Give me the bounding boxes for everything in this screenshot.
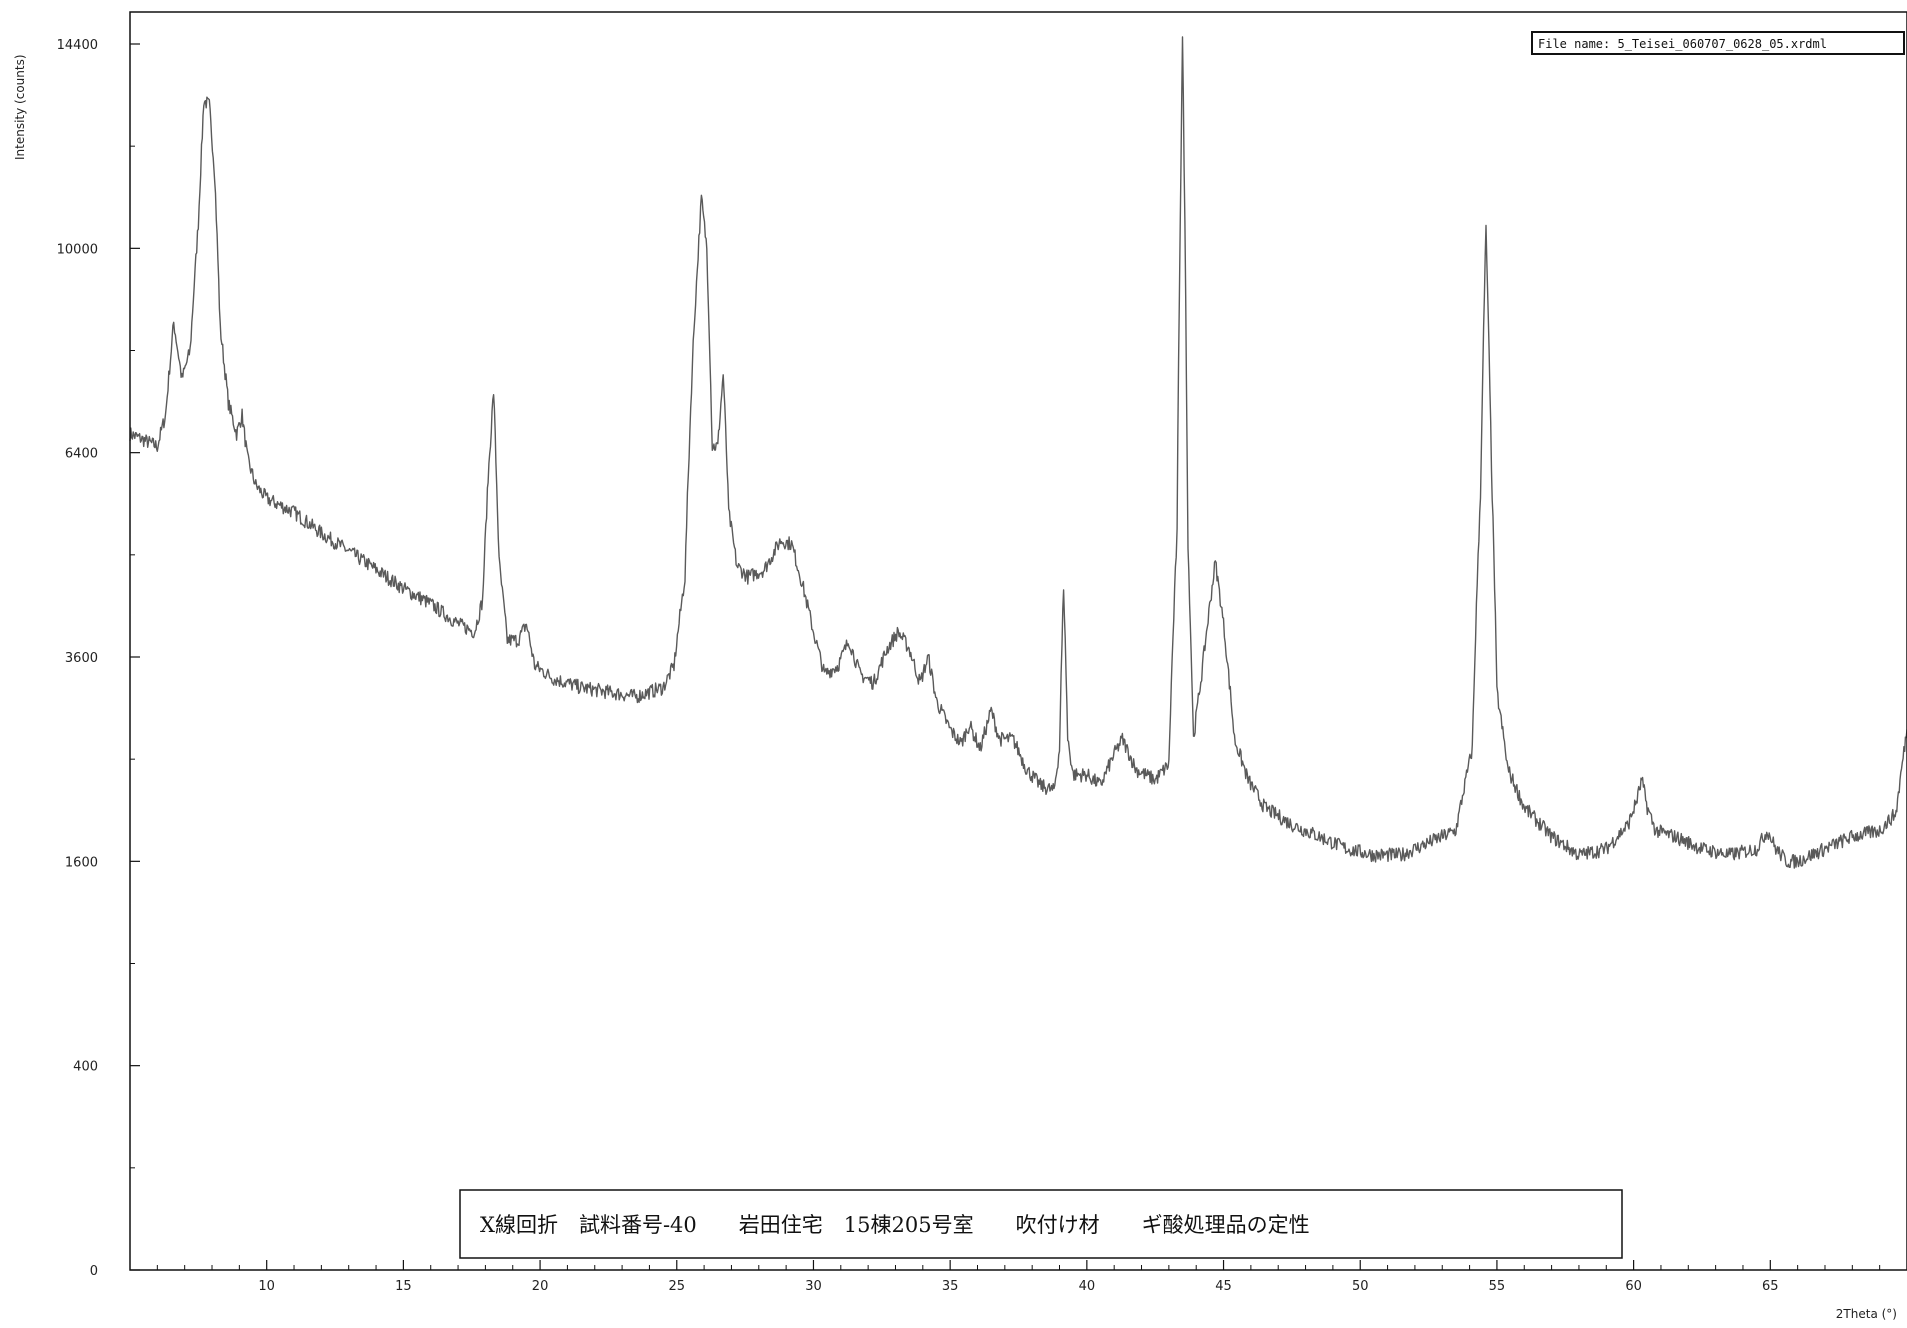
file-name-frame [1531,31,1905,55]
y-tick-label: 14400 [57,38,98,53]
x-tick-label: 45 [1215,1279,1232,1294]
y-tick-label: 10000 [57,242,98,257]
x-tick-label: 55 [1489,1279,1506,1294]
y-axis-ticks: 0 400 1600 3600 6400 10000 14400 [57,38,140,1279]
x-tick-label: 20 [532,1279,549,1294]
y-tick-label: 3600 [65,651,98,666]
annotation-box: X線回折 試料番号-40 岩田住宅 15棟205号室 吹付け材 ギ酸処理品の定性 [459,1189,1623,1259]
x-tick-label: 35 [942,1279,959,1294]
file-name-box: File name: 5_Teisei_060707_0628_05.xrdml [1531,31,1905,55]
annotation-frame [459,1189,1623,1259]
annotation-text: X線回折 試料番号-40 岩田住宅 15棟205号室 吹付け材 ギ酸処理品の定性 [480,1213,1310,1237]
file-name-label: File name: 5_Teisei_060707_0628_05.xrdml [1538,37,1827,51]
y-tick-label: 1600 [65,855,98,870]
y-tick-label: 400 [73,1060,98,1075]
series-line-intensity [129,36,1907,869]
y-axis-title: Intensity (counts) [13,54,27,160]
y-tick-label: 6400 [65,447,98,462]
x-tick-label: 65 [1762,1279,1779,1294]
plot-frame [129,11,1907,1271]
x-axis-title: 2Theta (°) [1836,1307,1897,1321]
y-tick-label: 0 [90,1264,98,1279]
x-tick-label: 50 [1352,1279,1369,1294]
x-axis-ticks: 10 15 20 25 30 35 40 45 50 55 60 65 [156,1260,1881,1294]
x-tick-label: 40 [1079,1279,1096,1294]
x-tick-label: 15 [395,1279,412,1294]
x-tick-label: 10 [258,1279,275,1294]
x-tick-label: 30 [805,1279,822,1294]
x-tick-label: 25 [668,1279,685,1294]
x-tick-label: 60 [1625,1279,1642,1294]
